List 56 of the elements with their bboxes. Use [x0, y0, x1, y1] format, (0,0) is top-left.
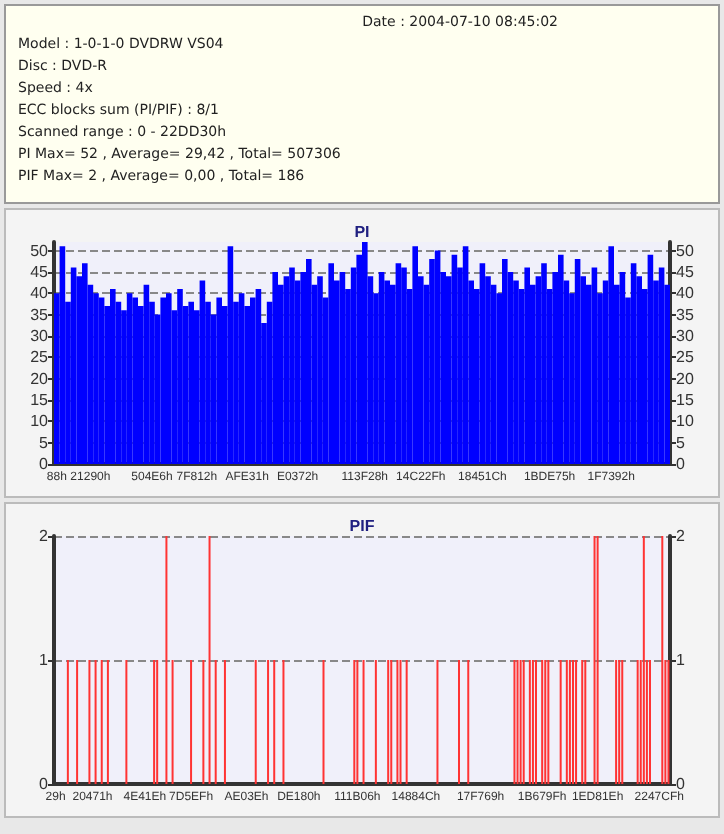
y-tick-label: 15 — [30, 390, 50, 409]
y-tick-label: 50 — [30, 241, 50, 260]
bar — [384, 280, 390, 464]
y2-tick-label: 40 — [676, 284, 695, 303]
y2-tick-label: 30 — [676, 326, 695, 345]
bar — [289, 267, 295, 464]
y-tick-label: 2 — [39, 527, 50, 545]
bar — [110, 288, 116, 464]
bar — [513, 280, 519, 464]
bar — [93, 293, 99, 464]
bar — [524, 267, 530, 464]
bar — [558, 254, 564, 464]
bar — [188, 301, 194, 464]
bar — [429, 259, 435, 464]
bar — [306, 259, 312, 464]
bar — [401, 267, 407, 464]
y2-tick-label: 2 — [676, 527, 686, 545]
y2-tick-label: 45 — [676, 262, 695, 281]
bar — [317, 276, 323, 464]
bar — [272, 271, 278, 464]
y2-tick-label: 5 — [676, 433, 686, 452]
y-tick-label: 5 — [39, 433, 50, 452]
bar — [160, 297, 166, 464]
y2-tick-label: 1 — [676, 651, 686, 669]
y2-tick-label: 0 — [676, 775, 686, 793]
bar — [608, 246, 614, 464]
y2-tick-label: 25 — [676, 348, 695, 367]
y2-tick-label: 50 — [676, 241, 695, 260]
bar — [216, 297, 222, 464]
y2-tick-label: 20 — [676, 369, 695, 388]
y-tick-label: 30 — [30, 326, 50, 345]
y-tick-label: 1 — [39, 651, 50, 669]
bar — [177, 288, 183, 464]
y2-tick-label: 0 — [676, 455, 686, 473]
y-tick-label: 0 — [39, 455, 50, 473]
bar — [328, 263, 334, 464]
bar — [362, 242, 368, 464]
y-tick-label: 35 — [30, 305, 50, 324]
chart-title: PI — [354, 223, 370, 241]
y-tick-label: 45 — [30, 262, 50, 281]
bar — [502, 259, 508, 464]
bar — [82, 263, 88, 464]
y-tick-label: 20 — [30, 369, 50, 388]
y-tick-label: 25 — [30, 348, 50, 367]
y-tick-label: 10 — [30, 412, 50, 431]
bar — [132, 297, 138, 464]
y-tick-label: 40 — [30, 284, 50, 303]
bar — [250, 297, 256, 464]
bar — [412, 246, 418, 464]
bar — [541, 263, 547, 464]
y2-tick-label: 10 — [676, 412, 695, 431]
y2-tick-label: 15 — [676, 390, 695, 409]
y2-tick-label: 35 — [676, 305, 695, 324]
bar — [166, 293, 172, 464]
y-tick-label: 0 — [39, 775, 50, 793]
chart-title: PIF — [349, 517, 375, 535]
